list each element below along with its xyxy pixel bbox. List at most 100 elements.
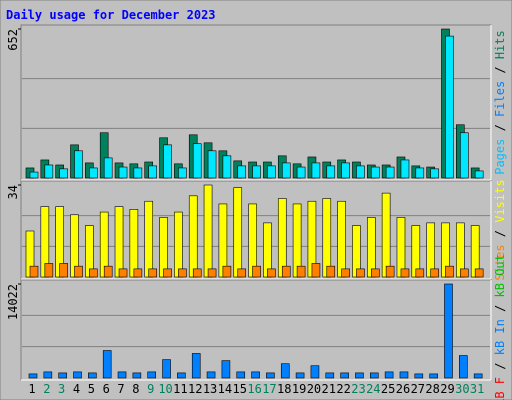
bar [429,373,438,379]
bar [296,265,306,278]
bar [44,164,54,179]
x-tick-label: 31 [470,382,484,396]
bar [460,132,469,179]
x-tick-label: 18 [277,382,291,396]
x-tick-label: 28 [425,382,439,396]
bar [399,371,409,379]
x-tick-label: 3 [58,382,65,396]
bar [310,365,320,379]
y-tick-label: 34 [6,185,20,199]
legend: Pages / Files / Hits [493,30,507,175]
y-tick-label: 652 [6,29,20,51]
panel [20,279,492,381]
bar [322,198,332,278]
bar [430,168,439,179]
bar [191,353,201,379]
x-tick-label: 13 [203,382,217,396]
legend-entry: kB In [493,319,507,355]
bar [159,217,168,278]
bar [355,372,364,379]
bar [207,268,217,278]
bar [237,165,247,179]
bar [415,167,425,179]
bar [296,166,306,179]
bar [281,162,291,179]
legend-entry: Sites [493,244,507,280]
bar [385,265,395,278]
legend-sep: / [493,223,507,245]
bar [59,263,68,278]
bar [178,167,187,179]
bar [384,371,394,379]
x-tick-label: 12 [188,382,202,396]
legend-sep: / [493,297,507,319]
bar [29,171,39,179]
bar [163,268,172,278]
bar [340,372,349,379]
x-tick-label: 2 [43,382,50,396]
bar [237,268,247,278]
bar [415,268,425,278]
bar [366,217,376,278]
legend: kB F / kB In / kB Out [493,254,507,400]
bar [233,187,243,278]
bar [114,206,124,278]
bar [148,165,158,179]
bar [29,265,39,278]
bar [267,268,276,278]
x-tick-label: 17 [262,382,276,396]
bar [369,372,379,379]
bar [103,157,113,179]
bar [221,360,231,379]
bar [192,268,202,278]
x-tick-label: 29 [440,382,454,396]
panel [20,24,492,181]
bar [203,184,213,278]
x-tick-label: 11 [173,382,187,396]
bar [129,209,139,278]
bar [207,150,217,179]
x-tick-label: 5 [88,382,95,396]
bar [337,200,346,278]
x-tick-label: 7 [117,382,124,396]
legend-entry: Hits [493,30,507,59]
bar [251,371,260,379]
x-tick-label: 16 [247,382,261,396]
bar [445,265,454,278]
x-tick-label: 22 [336,382,350,396]
bar [73,371,82,379]
bar [311,162,321,179]
legend-sep: / [493,59,507,81]
bar [252,265,261,278]
bar [370,166,380,179]
bar [144,200,154,278]
x-tick-label: 24 [366,382,380,396]
bar [311,263,321,278]
bar [252,165,261,179]
bar [341,162,350,179]
x-tick-label: 19 [292,382,306,396]
x-tick-label: 26 [396,382,410,396]
x-tick-label: 6 [103,382,110,396]
bar [295,372,305,379]
x-tick-label: 10 [158,382,172,396]
x-tick-label: 21 [322,382,336,396]
bar [281,265,291,278]
bar [44,263,54,278]
bar [192,143,202,179]
bar [266,372,275,379]
x-tick-label: 23 [351,382,365,396]
bar [74,150,83,179]
legend-entry: kB Out [493,254,507,297]
bar [222,155,232,179]
bar [103,265,113,278]
legend-entry: Visits [493,179,507,222]
bar [236,371,246,379]
bar [59,168,68,179]
bar [89,268,98,278]
bar [133,167,143,179]
legend-entry: kB F [493,377,507,400]
bar [88,372,97,379]
bar [206,371,216,379]
